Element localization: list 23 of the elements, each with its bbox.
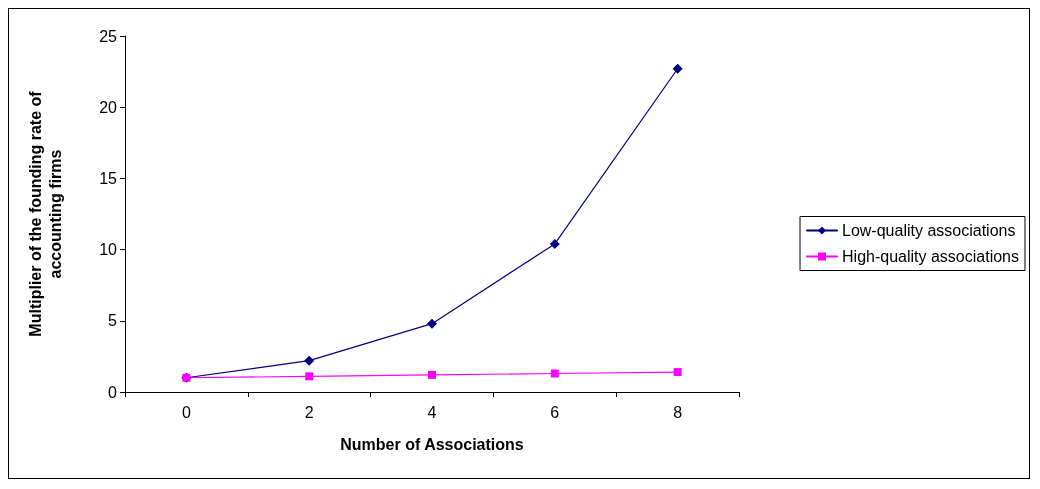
point	[673, 368, 682, 377]
y-tick-label: 0	[108, 383, 118, 401]
x-tick-label: 4	[427, 403, 437, 421]
point	[304, 355, 315, 366]
x-axis-title: Number of Associations	[340, 435, 524, 453]
y-axis-title: Multiplier of the founding rate of accounting firms	[26, 90, 64, 337]
y-tick-label: 25	[99, 27, 118, 45]
x-tick-label: 6	[550, 403, 560, 421]
x-tick-label: 0	[181, 403, 191, 421]
point	[305, 372, 314, 381]
x-tick-label: 8	[673, 403, 683, 421]
x-tick-label: 2	[304, 403, 314, 421]
point	[549, 238, 560, 249]
point	[428, 370, 436, 379]
point	[672, 63, 683, 74]
point	[427, 318, 437, 329]
legend-label: High-quality associations	[842, 248, 1020, 265]
y-tick-label: 5	[108, 312, 118, 330]
legend-label: Low-quality associations	[842, 222, 1016, 239]
point	[550, 369, 559, 378]
y-tick-label: 10	[99, 241, 118, 259]
y-tick-label: 15	[99, 169, 118, 187]
y-tick-label: 20	[99, 98, 118, 116]
